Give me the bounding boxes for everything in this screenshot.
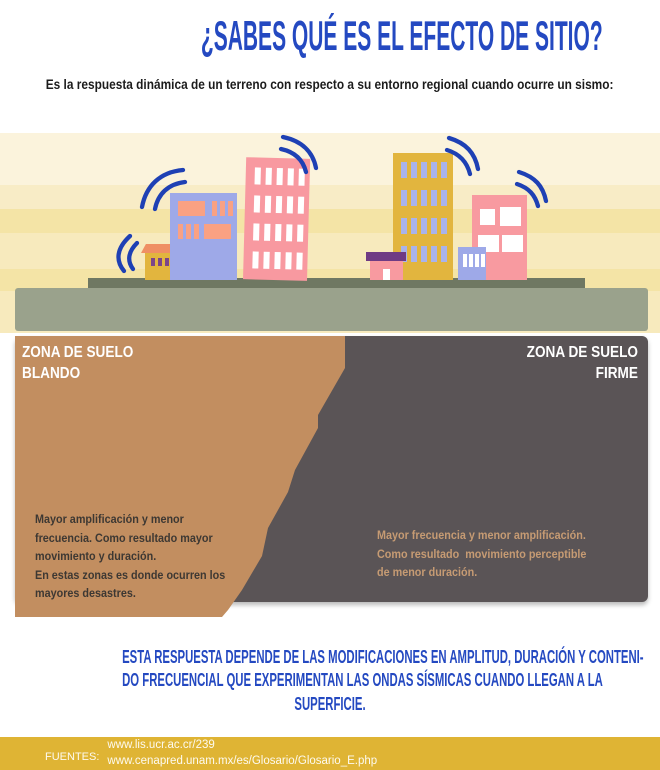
firm-zone-description: Mayor frecuencia y menor amplificación. …: [377, 528, 587, 580]
window: [480, 209, 495, 225]
window: [411, 218, 417, 234]
building-blue-small: [458, 247, 486, 280]
page-subtitle: Es la respuesta dinámica de un terreno c…: [0, 76, 660, 94]
source-url: www.lis.ucr.ac.cr/239: [107, 738, 215, 751]
window: [431, 162, 437, 178]
conclusion-line: SUPERFICIE.: [294, 693, 366, 714]
window: [481, 254, 485, 267]
window: [431, 246, 437, 262]
building-pink-purple-roof: [366, 252, 406, 280]
seismic-waveform: [0, 379, 660, 522]
page-title-text: ¿SABES QUÉ ES EL EFECTO DE SITIO?: [200, 12, 603, 59]
sources-label: FUENTES:: [45, 751, 100, 763]
window: [158, 258, 162, 266]
window: [401, 218, 407, 234]
seismic-arc-icon: [139, 167, 188, 212]
waveform-line: [0, 379, 660, 508]
building-blue: [170, 193, 237, 280]
window: [421, 162, 427, 178]
window: [441, 218, 447, 234]
window: [204, 224, 231, 239]
window: [178, 201, 205, 216]
window: [421, 190, 427, 206]
soft-zone-bracket: [19, 483, 250, 504]
street-curb: [88, 278, 585, 290]
window: [165, 258, 169, 266]
sources-footer: FUENTES: www.lis.ucr.ac.cr/239 www.cenap…: [0, 737, 660, 770]
window: [401, 162, 407, 178]
source-url: www.cenapred.unam.mx/es/Glosario/Glosari…: [107, 754, 378, 767]
window: [431, 218, 437, 234]
conclusion-line: DO FRECUENCIAL QUE EXPERIMENTAN LAS ONDA…: [122, 670, 603, 691]
window: [463, 254, 467, 267]
window: [441, 246, 447, 262]
window: [186, 224, 191, 239]
soft-zone-description: Mayor amplificación y menor frecuencia. …: [35, 512, 226, 601]
window: [411, 162, 417, 178]
window: [431, 190, 437, 206]
window: [228, 201, 233, 216]
soft-zone-label: ZONA DE SUELO BLANDO: [22, 344, 134, 382]
window: [502, 235, 523, 252]
seismic-arc-icon: [514, 169, 549, 209]
window: [411, 190, 417, 206]
conclusion-text: ESTA RESPUESTA DEPENDE DE LAS MODIFICACI…: [0, 646, 660, 716]
firm-zone-label: ZONA DE SUELO FIRME: [526, 344, 638, 382]
window: [500, 207, 521, 226]
seismic-arc-icon: [278, 134, 319, 175]
window: [212, 201, 217, 216]
building-small-yellow-house: [141, 244, 176, 280]
ground-strip: [15, 288, 648, 331]
seismic-arc-icon: [116, 233, 140, 274]
window: [441, 162, 447, 178]
seismic-arc-icon: [444, 135, 481, 177]
conclusion-line: ESTA RESPUESTA DEPENDE DE LAS MODIFICACI…: [122, 647, 644, 667]
city-illustration: [0, 133, 660, 333]
firm-zone-bracket: [337, 495, 616, 522]
sources-list: www.lis.ucr.ac.cr/239 www.cenapred.unam.…: [107, 738, 377, 769]
seismic-wave-arcs: [116, 134, 549, 274]
window: [421, 218, 427, 234]
window: [194, 224, 199, 239]
window: [178, 224, 183, 239]
soil-zones-diagram: ZONA DE SUELO BLANDO ZONA DE SUELO FIRME…: [0, 336, 660, 626]
house-roof: [141, 244, 176, 253]
window: [421, 246, 427, 262]
building-pink-right: [472, 195, 527, 280]
window: [441, 190, 447, 206]
page-subtitle-text: Es la respuesta dinámica de un terreno c…: [46, 77, 614, 92]
window: [401, 190, 407, 206]
building-door: [383, 269, 390, 280]
house-body: [145, 253, 172, 280]
window: [151, 258, 155, 266]
building-roof: [366, 252, 406, 261]
window: [411, 246, 417, 262]
window: [469, 254, 473, 267]
page-title: ¿SABES QUÉ ES EL EFECTO DE SITIO?: [0, 12, 660, 60]
window: [220, 201, 225, 216]
window: [475, 254, 479, 267]
